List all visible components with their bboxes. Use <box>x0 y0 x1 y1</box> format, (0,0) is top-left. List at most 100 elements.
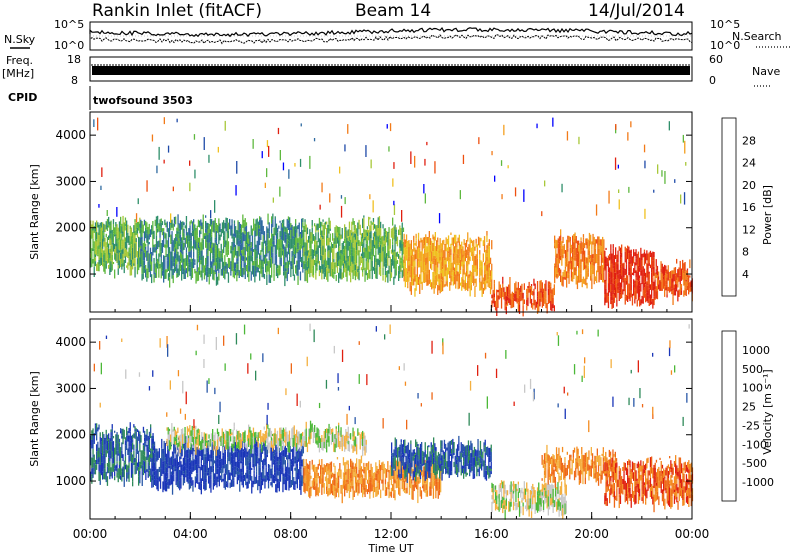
scatter-cell <box>344 469 345 473</box>
scatter-cell <box>543 289 544 294</box>
scatter-cell <box>380 222 381 228</box>
scatter-cell <box>632 273 633 275</box>
scatter-cell <box>474 256 475 266</box>
scatter-cell <box>144 261 145 266</box>
scatter-cell <box>609 254 610 256</box>
scatter-cell <box>225 479 226 482</box>
scatter-cell <box>306 225 307 236</box>
scatter-cell <box>670 271 671 278</box>
scatter-cell <box>407 274 408 276</box>
scatter-cell <box>393 232 394 240</box>
scatter-cell <box>527 286 528 288</box>
scatter-cell <box>179 481 180 491</box>
scatter-cell <box>447 251 448 262</box>
scatter-cell <box>467 274 468 280</box>
scatter-cell <box>352 266 353 270</box>
scatter-cell <box>264 462 265 465</box>
scatter-cell <box>340 254 341 261</box>
scatter-cell <box>404 278 405 281</box>
scatter-cell <box>136 242 137 250</box>
scatter-cell <box>297 238 298 243</box>
scatter-cell <box>263 459 264 470</box>
scatter-cell <box>333 259 334 262</box>
scatter-cell <box>224 478 225 488</box>
scatter-cell <box>235 437 236 443</box>
scatter-cell <box>462 258 463 262</box>
scatter-cell <box>373 233 374 237</box>
scatter-cell <box>442 257 443 267</box>
scatter-cell <box>282 476 283 482</box>
scatter-cell <box>104 238 105 249</box>
scatter-cell <box>441 271 442 274</box>
scatter-cell <box>402 255 403 259</box>
scatter-cell <box>617 279 618 283</box>
scatter-cell <box>357 247 358 256</box>
scatter-cell <box>216 241 217 245</box>
scatter-cell <box>197 249 198 259</box>
scatter-cell <box>178 465 179 469</box>
scatter-cell <box>387 124 388 129</box>
scatter-cell <box>201 484 202 495</box>
scatter-cell <box>320 240 321 246</box>
scatter-cell <box>95 241 96 245</box>
scatter-cell <box>508 294 509 298</box>
scatter-cell <box>161 459 162 469</box>
scatter-cell <box>162 221 163 225</box>
scatter-cell <box>515 282 516 287</box>
scatter-cell <box>174 427 175 431</box>
scatter-cell <box>107 476 108 486</box>
scatter-cell <box>126 221 127 224</box>
scatter-cell <box>268 475 269 483</box>
scatter-cell <box>168 273 169 281</box>
scatter-cell <box>273 264 274 273</box>
scatter-cell <box>293 477 294 481</box>
scatter-cell <box>102 257 103 266</box>
scatter-cell <box>307 481 308 491</box>
scatter-cell <box>295 268 296 274</box>
scatter-cell <box>132 248 133 255</box>
scatter-cell <box>189 221 190 225</box>
scatter-cell <box>441 273 442 279</box>
scatter-cell <box>623 263 624 268</box>
scatter-cell <box>300 232 301 234</box>
scatter-cell <box>224 453 225 463</box>
scatter-cell <box>634 252 635 256</box>
scatter-cell <box>206 443 207 448</box>
scatter-cell <box>435 276 436 280</box>
scatter-cell <box>221 250 222 253</box>
scatter-cell <box>261 269 262 277</box>
scatter-cell <box>393 162 394 169</box>
scatter-cell <box>194 433 195 439</box>
scatter-cell <box>161 439 162 449</box>
scatter-cell <box>472 241 473 247</box>
scatter-cell <box>554 276 555 283</box>
scatter-cell <box>242 432 243 437</box>
scatter-cell <box>247 435 248 441</box>
scatter-cell <box>570 264 571 270</box>
scatter-cell <box>363 252 364 258</box>
scatter-cell <box>361 260 362 263</box>
scatter-cell <box>297 437 298 445</box>
scatter-cell <box>316 248 317 255</box>
scatter-cell <box>314 471 315 481</box>
scatter-cell <box>295 219 296 223</box>
scatter-cell <box>461 262 462 267</box>
scatter-cell <box>216 446 217 456</box>
scatter-cell <box>296 443 297 451</box>
scatter-cell <box>223 246 224 253</box>
scatter-cell <box>161 227 162 232</box>
scatter-cell <box>96 241 97 249</box>
scatter-cell <box>678 290 679 297</box>
scatter-cell <box>375 251 376 258</box>
scatter-cell <box>308 469 309 471</box>
scatter-cell <box>140 220 141 228</box>
scatter-cell <box>318 429 319 440</box>
scatter-cell <box>230 458 231 465</box>
scatter-cell <box>215 258 216 266</box>
scatter-cell <box>259 216 260 220</box>
scatter-cell <box>554 236 555 244</box>
scatter-cell <box>194 263 195 265</box>
scatter-cell <box>234 452 235 460</box>
scatter-cell <box>316 427 317 437</box>
scatter-cell <box>570 248 571 255</box>
